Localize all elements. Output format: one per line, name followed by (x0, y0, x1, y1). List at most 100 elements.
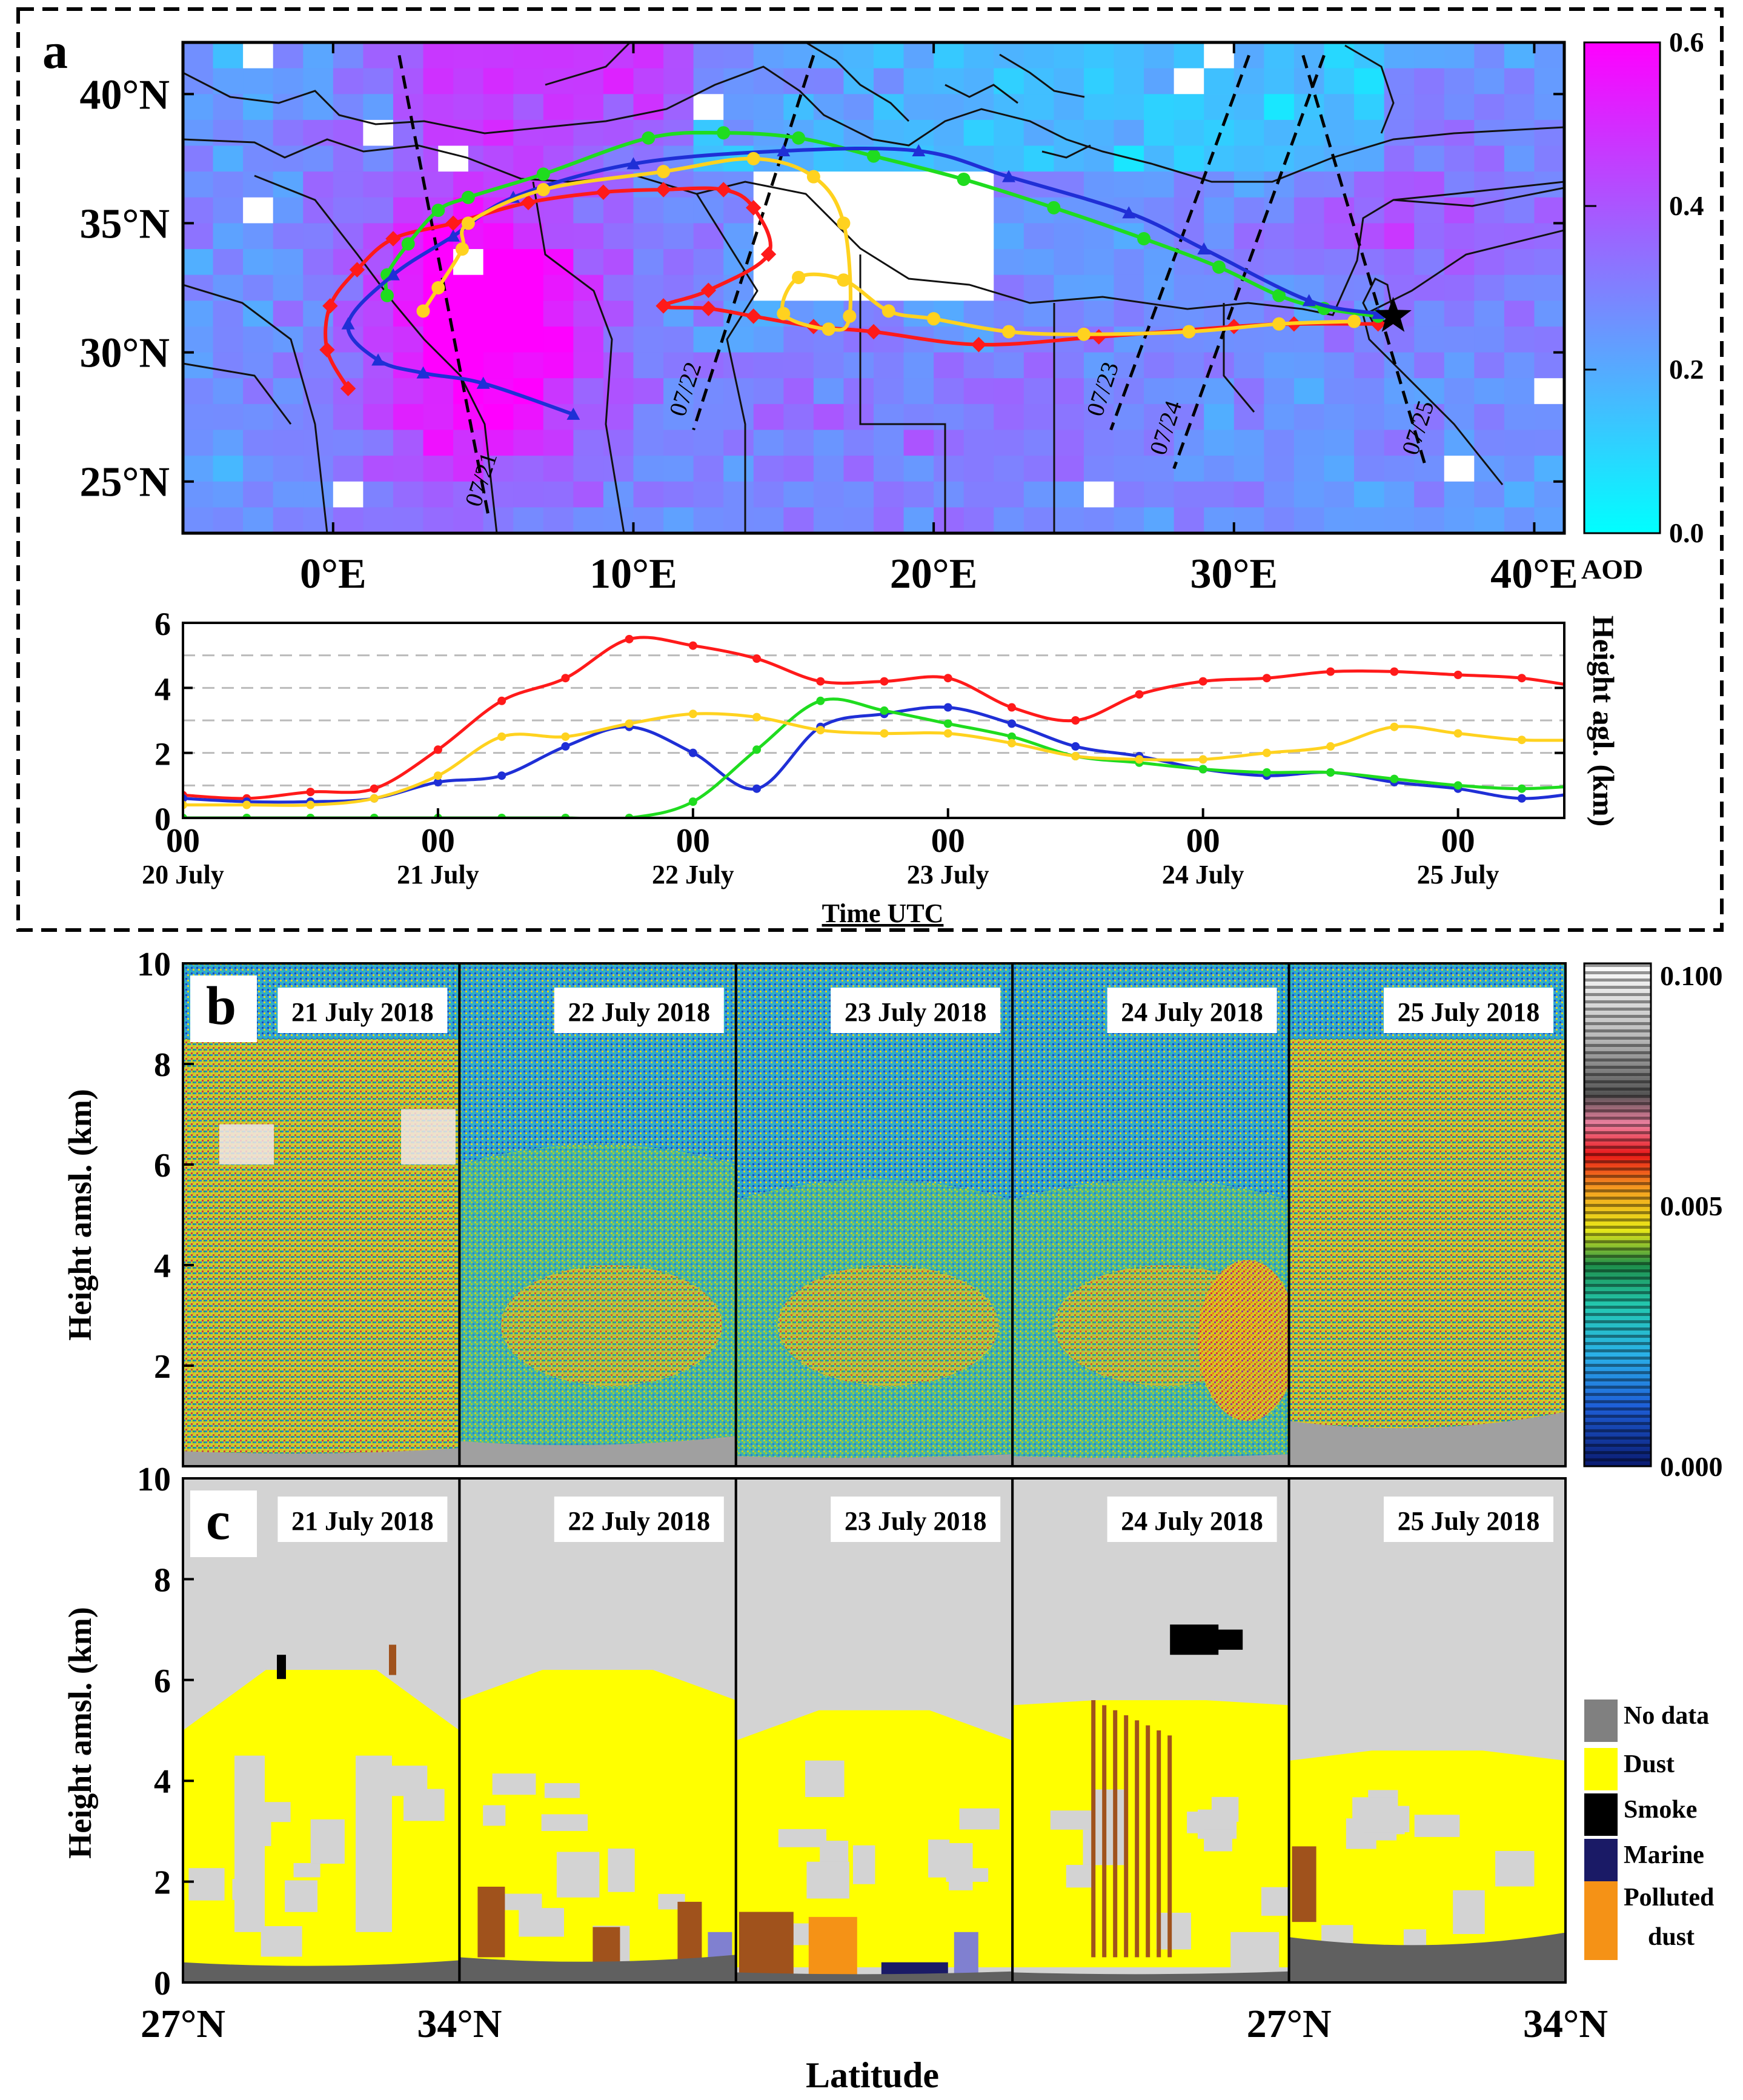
trajectory-point (1047, 201, 1061, 214)
height-point (561, 732, 570, 741)
trajectory-point (461, 190, 475, 204)
height-x-tick-date: 20 July (142, 860, 224, 889)
legend-swatch (1584, 1793, 1618, 1836)
height-point (1390, 722, 1399, 731)
aerosol-date-label: 23 July 2018 (845, 1506, 987, 1536)
height-point (943, 674, 952, 683)
aod-cells (183, 42, 1564, 533)
height-point (561, 742, 570, 751)
trajectory-point (445, 215, 461, 231)
backscatter-day-panel: 25 July 2018 (1287, 962, 1567, 1467)
trajectory-point (349, 262, 365, 277)
map-x-tick: 0°E (300, 551, 367, 597)
trajectory-point (1077, 327, 1091, 341)
trajectory-point (340, 380, 356, 396)
height-x-tick-hour: 00 (421, 822, 455, 860)
backscatter-date-label: 21 July 2018 (291, 997, 434, 1027)
height-x-tick-hour: 00 (1186, 822, 1220, 860)
trajectory-point (1122, 206, 1136, 219)
trajectory-point (386, 268, 400, 281)
height-xlabel: Time UTC (822, 899, 944, 928)
height-point (625, 719, 634, 728)
aerosol-date-label: 25 July 2018 (1398, 1506, 1540, 1536)
height-point (1517, 736, 1526, 745)
trajectory-point (746, 151, 760, 165)
map-x-tick: 40°E (1490, 551, 1578, 597)
trajectory-point (536, 183, 550, 196)
trajectory-point (1371, 307, 1385, 319)
backscatter-date-label: 23 July 2018 (845, 997, 987, 1027)
coastlines (183, 42, 1564, 533)
trajectory-point (476, 376, 490, 389)
trajectory-point (792, 131, 806, 145)
height-point (1071, 716, 1080, 725)
panel-c-xlabel: Latitude (806, 2055, 939, 2095)
height-y-tick: 2 (154, 736, 171, 773)
height-point (497, 732, 506, 741)
height-point (497, 771, 506, 780)
backscatter-y-tick: 10 (137, 946, 171, 983)
trajectory-point (1302, 294, 1316, 307)
aerosol-x-tick: 27°N (141, 2002, 225, 2046)
height-point (880, 677, 889, 686)
height-point (1135, 755, 1144, 764)
legend-swatch (1584, 1700, 1618, 1742)
backscatter-date-label: 24 July 2018 (1121, 997, 1263, 1027)
height-point (1262, 674, 1271, 683)
aod-label: AOD (1581, 554, 1643, 585)
height-point (688, 709, 697, 719)
map-y-tick: 25°N (79, 459, 170, 506)
backscatter-colorbar-tick: 0.000 (1660, 1451, 1723, 1482)
panel-b-ylabel: Height amsl. (km) (62, 1089, 98, 1340)
backscatter-colorbar-tick: 0.005 (1660, 1191, 1723, 1221)
trajectory-point (1182, 325, 1196, 339)
legend-swatch (1584, 1881, 1618, 1960)
trajectory-point (822, 322, 835, 336)
trajectory-point (717, 126, 731, 140)
aerosol-day-panel: 25 July 2018 (1287, 1477, 1567, 1984)
trajectory-point (416, 366, 430, 379)
trajectory-point (380, 288, 394, 302)
trajectory-point (520, 194, 536, 211)
trajectory-point (455, 242, 469, 256)
height-point (1453, 729, 1462, 738)
backscatter-colorbar: 0.000 0.005 0.100 (1583, 960, 1723, 1482)
height-point (625, 634, 634, 643)
trajectory-red (324, 186, 1378, 390)
height-point (1517, 784, 1526, 793)
panel-a-label: a (42, 23, 68, 79)
trajectory-point (1272, 288, 1286, 302)
legend-swatch (1584, 1839, 1618, 1881)
height-series-yellow (183, 712, 1564, 807)
height-point (1390, 774, 1399, 783)
height-point (752, 654, 762, 663)
trajectory-point (657, 165, 671, 179)
trajectory-point (843, 309, 857, 323)
height-point (1198, 755, 1207, 764)
height-point (1453, 670, 1462, 679)
height-frame (182, 622, 1565, 819)
backscatter-day-panel: 23 July 2018 (734, 962, 1014, 1467)
trajectory-point (401, 237, 415, 251)
height-ylabel: Height agl. (km) (1587, 616, 1621, 827)
satellite-track (1109, 55, 1250, 431)
map-y-tick: 40°N (79, 71, 170, 118)
height-point (943, 703, 952, 712)
trajectory-point (431, 204, 445, 218)
height-point (752, 713, 762, 722)
backscatter-y-tick: 8 (154, 1046, 171, 1084)
trajectory-point (881, 304, 895, 318)
legend-label: Marine (1624, 1841, 1704, 1869)
height-x-tick-date: 21 July (397, 860, 479, 889)
height-point (1390, 667, 1399, 676)
height-point (306, 788, 315, 797)
aerosol-y-tick: 8 (154, 1561, 171, 1599)
height-point (370, 794, 379, 803)
trajectory-point (319, 342, 335, 358)
map-y-tick: 35°N (79, 201, 170, 247)
height-x-tick-date: 24 July (1162, 860, 1244, 889)
aerosol-x-tick: 27°N (1247, 2002, 1332, 2046)
aerosol-day-panel: 24 July 2018 (1011, 1477, 1300, 1984)
